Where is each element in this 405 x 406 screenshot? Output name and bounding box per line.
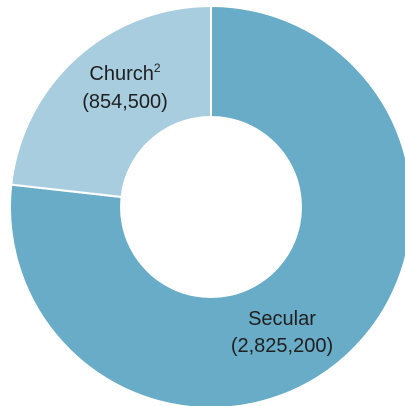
church-name: Church — [89, 63, 153, 85]
church-slice-label: Church2 — [89, 61, 160, 85]
donut-hole — [120, 116, 302, 298]
secular-slice-label: Secular — [248, 308, 316, 330]
church-value-label: (854,500) — [82, 91, 168, 113]
secular-value-label: (2,825,200) — [231, 335, 333, 357]
church-value: (854,500) — [82, 91, 168, 113]
secular-name: Secular — [248, 308, 316, 330]
church-footnote-superscript: 2 — [154, 61, 161, 75]
slice-secular — [9, 4, 405, 406]
secular-value: (2,825,200) — [231, 335, 333, 357]
